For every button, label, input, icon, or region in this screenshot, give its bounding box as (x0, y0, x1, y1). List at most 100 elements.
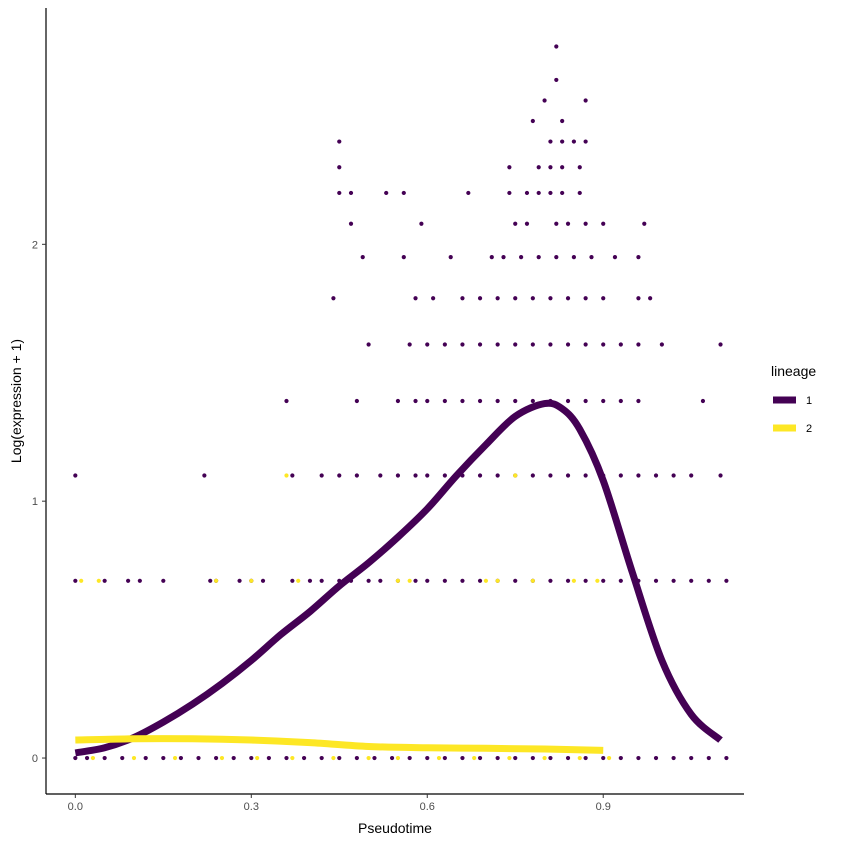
data-point (636, 296, 641, 301)
data-point (442, 578, 447, 583)
data-point (143, 755, 148, 761)
data-point (284, 473, 289, 478)
data-point (425, 473, 430, 478)
data-point (601, 398, 606, 404)
data-point (372, 755, 377, 761)
data-point (472, 755, 477, 761)
data-point (348, 190, 354, 196)
data-point (172, 755, 178, 761)
points-layer (73, 44, 729, 761)
data-point (319, 755, 324, 761)
data-point (636, 255, 641, 260)
data-point (290, 578, 295, 583)
data-point (706, 578, 711, 583)
data-point (407, 578, 412, 583)
data-point (214, 578, 219, 583)
data-point (653, 578, 659, 583)
data-point (102, 578, 107, 583)
data-point (126, 578, 131, 583)
data-point (389, 755, 395, 761)
data-point (583, 755, 588, 761)
data-point (495, 473, 500, 478)
data-point (161, 578, 166, 583)
data-point (489, 255, 494, 260)
data-point (120, 755, 125, 761)
data-point (395, 755, 401, 761)
data-point (331, 296, 336, 301)
data-point (407, 342, 412, 347)
data-point (354, 398, 359, 404)
data-point (442, 755, 447, 761)
data-point (231, 755, 236, 761)
data-point (530, 755, 535, 761)
legend-label-2: 2 (806, 423, 812, 435)
data-point (554, 255, 559, 260)
data-point (513, 473, 518, 478)
data-point (706, 755, 711, 761)
data-point (290, 473, 295, 478)
data-point (249, 578, 254, 583)
data-point (413, 473, 418, 478)
data-point (513, 398, 518, 404)
data-point (536, 165, 541, 170)
data-point (73, 578, 78, 583)
data-point (366, 342, 371, 347)
data-point (337, 190, 342, 196)
data-point (260, 578, 266, 583)
data-point (565, 342, 571, 347)
data-point (337, 755, 342, 761)
data-point (401, 255, 406, 260)
data-point (524, 221, 530, 226)
data-point (536, 190, 541, 196)
data-point (636, 473, 641, 478)
data-point (90, 755, 96, 761)
data-point (571, 255, 576, 260)
data-point (700, 398, 706, 404)
data-point (401, 190, 406, 196)
data-point (548, 296, 553, 301)
data-point (102, 755, 107, 761)
data-point (366, 578, 371, 583)
y-tick-label: 0 (32, 753, 38, 765)
data-point (542, 98, 547, 103)
data-point (671, 473, 676, 478)
legend-entries: 12 (773, 395, 812, 435)
data-point (237, 578, 242, 583)
data-point (659, 342, 664, 347)
smooth-line-lineage-1 (74, 399, 723, 757)
legend-title: lineage (771, 363, 816, 379)
data-point (583, 342, 588, 347)
data-point (565, 296, 571, 301)
data-point (378, 578, 383, 583)
data-point (255, 755, 260, 761)
data-point (513, 755, 518, 761)
data-point (477, 578, 483, 583)
data-point (196, 755, 201, 761)
data-point (618, 398, 623, 404)
data-point (583, 139, 588, 144)
data-point (208, 578, 213, 583)
data-point (548, 755, 553, 761)
y-axis-title: Log(expression + 1) (8, 339, 24, 463)
data-point (548, 473, 553, 478)
data-point (530, 398, 535, 404)
data-point (583, 578, 588, 583)
data-point (442, 473, 447, 478)
data-point (413, 578, 418, 583)
x-tick-label: 0.9 (596, 801, 611, 813)
data-point (718, 473, 723, 478)
data-point (583, 221, 588, 226)
data-point (249, 755, 254, 761)
data-point (337, 165, 342, 170)
data-point (577, 755, 582, 761)
data-point (648, 296, 653, 301)
data-point (507, 165, 512, 170)
data-point (501, 255, 506, 260)
data-point (477, 755, 483, 761)
data-point (477, 398, 483, 404)
data-point (161, 755, 166, 761)
data-point (583, 473, 588, 478)
data-point (202, 473, 207, 478)
data-point (724, 755, 729, 761)
data-point (577, 165, 582, 170)
